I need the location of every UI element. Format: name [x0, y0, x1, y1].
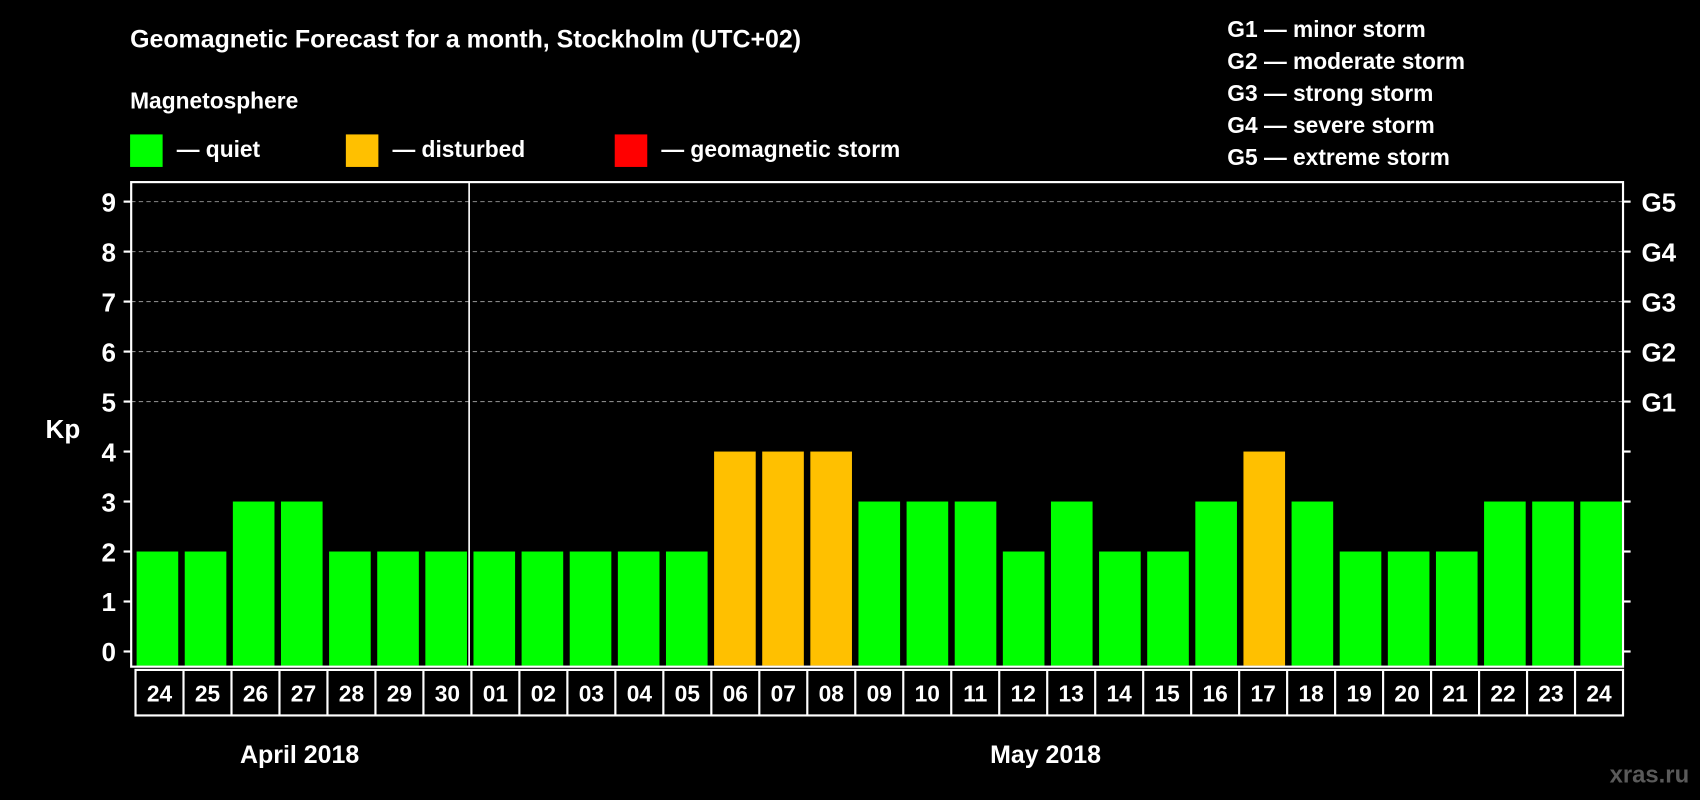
date-label: 20: [1394, 680, 1419, 706]
bar: [1195, 501, 1237, 666]
watermark: xras.ru: [1610, 762, 1690, 789]
bar: [1387, 551, 1430, 666]
date-label: 04: [627, 680, 653, 706]
bar: [906, 501, 949, 666]
bar: [1291, 501, 1334, 666]
bar: [377, 551, 419, 666]
date-label: 13: [1059, 680, 1084, 706]
date-label: 03: [579, 680, 604, 706]
date-label: 11: [963, 680, 987, 706]
date-label: 09: [867, 680, 892, 706]
bar: [1099, 551, 1141, 666]
chart-subtitle: Magnetosphere: [130, 87, 298, 113]
legend-swatch: [345, 134, 379, 167]
date-label: 30: [435, 680, 460, 706]
date-label: 23: [1538, 680, 1563, 706]
date-label: 29: [387, 680, 412, 706]
bar: [1435, 551, 1478, 666]
bar: [329, 551, 371, 666]
y-tick-label: 7: [102, 287, 116, 317]
bar: [714, 451, 756, 666]
y-tick-label: 2: [102, 537, 116, 567]
month-label: May 2018: [990, 741, 1101, 769]
bar: [810, 451, 852, 666]
bar: [184, 551, 227, 666]
bar: [425, 551, 467, 666]
date-label: 17: [1250, 680, 1275, 706]
y-tick-label: 5: [102, 387, 116, 417]
date-label: 24: [147, 680, 173, 706]
y-axis-label: Kp: [46, 414, 81, 444]
plot-frame: [130, 181, 1625, 668]
g-scale-label: G3: [1641, 287, 1676, 317]
y-tick-label: 6: [102, 337, 116, 367]
scale-legend-item: G5 — extreme storm: [1227, 144, 1450, 170]
y-tick-label: 3: [102, 487, 116, 517]
legend-label: — disturbed: [392, 136, 525, 162]
bar: [665, 551, 708, 666]
date-label: 10: [915, 680, 940, 706]
legend-swatch: [614, 134, 648, 167]
date-label: 07: [771, 680, 796, 706]
legend-label: — geomagnetic storm: [661, 136, 900, 162]
date-label: 14: [1107, 680, 1133, 706]
scale-legend-item: G4 — severe storm: [1227, 112, 1434, 138]
y-tick-label: 0: [102, 637, 116, 667]
legend-label: — quiet: [177, 136, 261, 162]
bar: [280, 501, 323, 666]
date-label: 06: [723, 680, 748, 706]
date-label: 05: [675, 680, 701, 706]
date-label: 18: [1298, 680, 1323, 706]
legend-swatch: [130, 134, 163, 167]
g-scale-label: G2: [1641, 337, 1676, 367]
date-label: 27: [291, 680, 316, 706]
date-label: 22: [1490, 680, 1515, 706]
date-label: 24: [1586, 680, 1612, 706]
bar: [1339, 551, 1382, 666]
bar: [473, 551, 516, 666]
date-label: 15: [1155, 680, 1181, 706]
bar: [1050, 501, 1093, 666]
y-tick-label: 4: [102, 437, 117, 467]
date-label: 12: [1011, 680, 1036, 706]
date-row: [134, 668, 1625, 717]
g-scale-label: G1: [1641, 387, 1676, 417]
bar: [1147, 551, 1189, 666]
legend: — quiet — disturbed — geomagnetic storm: [130, 134, 900, 167]
date-label: 01: [483, 680, 509, 706]
scale-legend-item: G1 — minor storm: [1227, 16, 1425, 42]
date-label: 28: [339, 680, 364, 706]
bar: [954, 501, 997, 666]
y-tick-label: 9: [102, 187, 116, 217]
y-tick-label: 1: [102, 587, 116, 617]
g-scale-label: G4: [1641, 237, 1676, 267]
bar: [1484, 501, 1526, 666]
date-label: 19: [1346, 680, 1371, 706]
bar: [1532, 501, 1574, 666]
bar: [232, 501, 275, 666]
scale-legend-item: G2 — moderate storm: [1227, 48, 1465, 74]
date-label: 26: [243, 680, 268, 706]
scale-legend: G1 — minor storm G2 — moderate storm G3 — …: [1227, 16, 1465, 170]
date-label: 16: [1203, 680, 1228, 706]
bar: [521, 551, 564, 666]
date-label: 08: [819, 680, 844, 706]
bar: [1243, 451, 1286, 666]
bar: [136, 551, 179, 666]
bar: [1580, 501, 1622, 666]
date-label: 25: [195, 680, 221, 706]
bar: [569, 551, 612, 666]
y-tick-label: 8: [102, 237, 116, 267]
scale-legend-item: G3 — strong storm: [1227, 80, 1433, 106]
bar: [617, 551, 660, 666]
chart-title: Geomagnetic Forecast for a month, Stockh…: [130, 26, 801, 54]
bar: [762, 451, 804, 666]
date-label: 02: [531, 680, 556, 706]
bar: [1002, 551, 1045, 666]
month-label: April 2018: [240, 741, 359, 769]
date-label: 21: [1442, 680, 1468, 706]
g-scale-label: G5: [1641, 187, 1676, 217]
bar: [858, 501, 901, 666]
